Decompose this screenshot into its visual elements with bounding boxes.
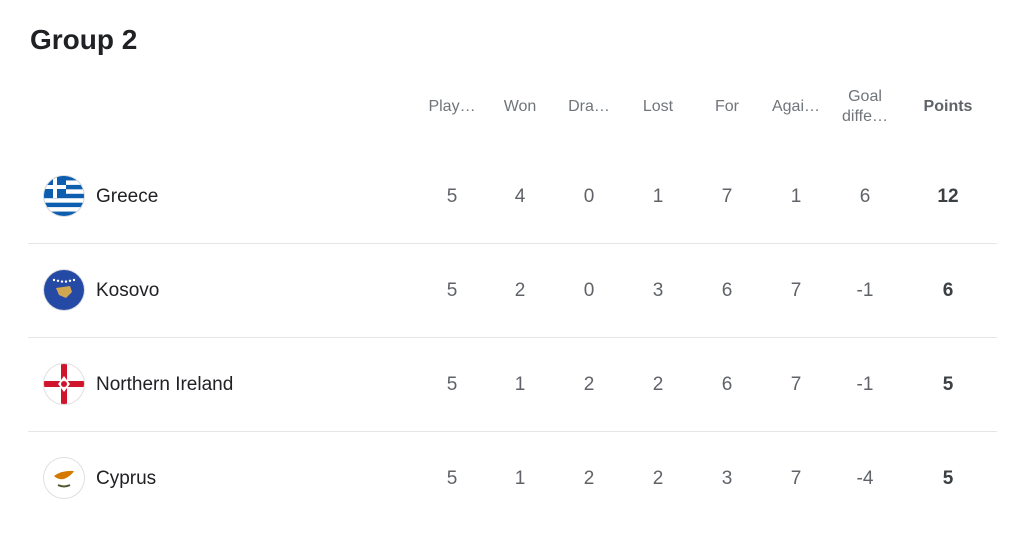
cell-points: 12: [937, 186, 959, 207]
kosovo-flag-icon: [44, 270, 84, 310]
team-name[interactable]: Kosovo: [96, 280, 160, 301]
cell-drawn: 0: [583, 186, 595, 207]
column-header-played[interactable]: Play…: [428, 98, 476, 115]
cell-drawn: 2: [583, 374, 595, 395]
cell-goals-against: 7: [790, 374, 802, 395]
cell-goals-for: 3: [721, 468, 733, 489]
cell-played: 5: [446, 280, 458, 301]
cell-goal-difference: -4: [856, 468, 874, 489]
greece-flag-icon: [44, 176, 84, 216]
team-name[interactable]: Cyprus: [96, 468, 157, 489]
cell-won: 1: [514, 374, 526, 395]
table-row[interactable]: Cyprus 5 1 2 2 3 7 -4 5: [28, 431, 997, 525]
cell-goals-for: 7: [721, 186, 733, 207]
cell-lost: 1: [652, 186, 664, 207]
team-name[interactable]: Greece: [96, 186, 159, 207]
team-name[interactable]: Northern Ireland: [96, 374, 234, 395]
column-header-drawn[interactable]: Dra…: [568, 98, 610, 115]
cell-played: 5: [446, 468, 458, 489]
column-header-lost[interactable]: Lost: [642, 98, 674, 115]
northern-ireland-flag-icon: [44, 364, 84, 404]
cell-goals-against: 1: [790, 186, 802, 207]
cell-points: 5: [942, 374, 954, 395]
cyprus-flag-icon: [44, 458, 84, 498]
column-header-points[interactable]: Points: [923, 98, 973, 115]
cell-lost: 2: [652, 374, 664, 395]
table-row[interactable]: Greece 5 4 0 1 7 1 6 12: [28, 149, 997, 244]
column-header-goals-for[interactable]: For: [715, 98, 739, 115]
cell-drawn: 2: [583, 468, 595, 489]
table-row[interactable]: Northern Ireland 5 1 2 2 6 7 -1 5: [28, 337, 997, 432]
cell-played: 5: [446, 186, 458, 207]
cell-goal-difference: -1: [856, 280, 874, 301]
cell-goal-difference: 6: [859, 186, 871, 207]
cell-lost: 3: [652, 280, 664, 301]
cell-won: 1: [514, 468, 526, 489]
table-row[interactable]: Kosovo 5 2 0 3 6 7 -1 6: [28, 243, 997, 338]
cell-goals-for: 6: [721, 374, 733, 395]
group-title: Group 2: [30, 24, 138, 55]
column-header-goal-difference[interactable]: Goal diffe…: [842, 88, 888, 125]
cell-goal-difference: -1: [856, 374, 874, 395]
cell-won: 2: [514, 280, 526, 301]
cell-goals-against: 7: [790, 468, 802, 489]
cell-goals-for: 6: [721, 280, 733, 301]
cell-lost: 2: [652, 468, 664, 489]
cell-points: 5: [942, 468, 954, 489]
column-header-goals-against[interactable]: Agai…: [771, 98, 821, 115]
cell-drawn: 0: [583, 280, 595, 301]
cell-points: 6: [942, 280, 954, 301]
cell-played: 5: [446, 374, 458, 395]
column-header-won[interactable]: Won: [503, 98, 537, 115]
cell-won: 4: [514, 186, 526, 207]
cell-goals-against: 7: [790, 280, 802, 301]
